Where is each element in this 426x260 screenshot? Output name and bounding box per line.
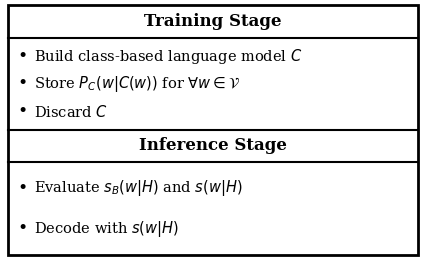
Text: Decode with $s(w|H)$: Decode with $s(w|H)$ [34,219,179,239]
Text: •: • [17,75,27,93]
Text: •: • [17,103,27,120]
Text: •: • [17,48,27,65]
Text: Inference Stage: Inference Stage [139,138,287,154]
Text: Build class-based language model $C$: Build class-based language model $C$ [34,47,302,66]
Text: Training Stage: Training Stage [144,13,282,30]
Text: •: • [17,220,27,237]
Text: Discard $C$: Discard $C$ [34,104,108,120]
Text: Store $P_C(w|C(w))$ for $\forall w \in \mathcal{V}$: Store $P_C(w|C(w))$ for $\forall w \in \… [34,74,240,94]
Text: Evaluate $s_B(w|H)$ and $s(w|H)$: Evaluate $s_B(w|H)$ and $s(w|H)$ [34,178,242,198]
Text: •: • [17,180,27,197]
